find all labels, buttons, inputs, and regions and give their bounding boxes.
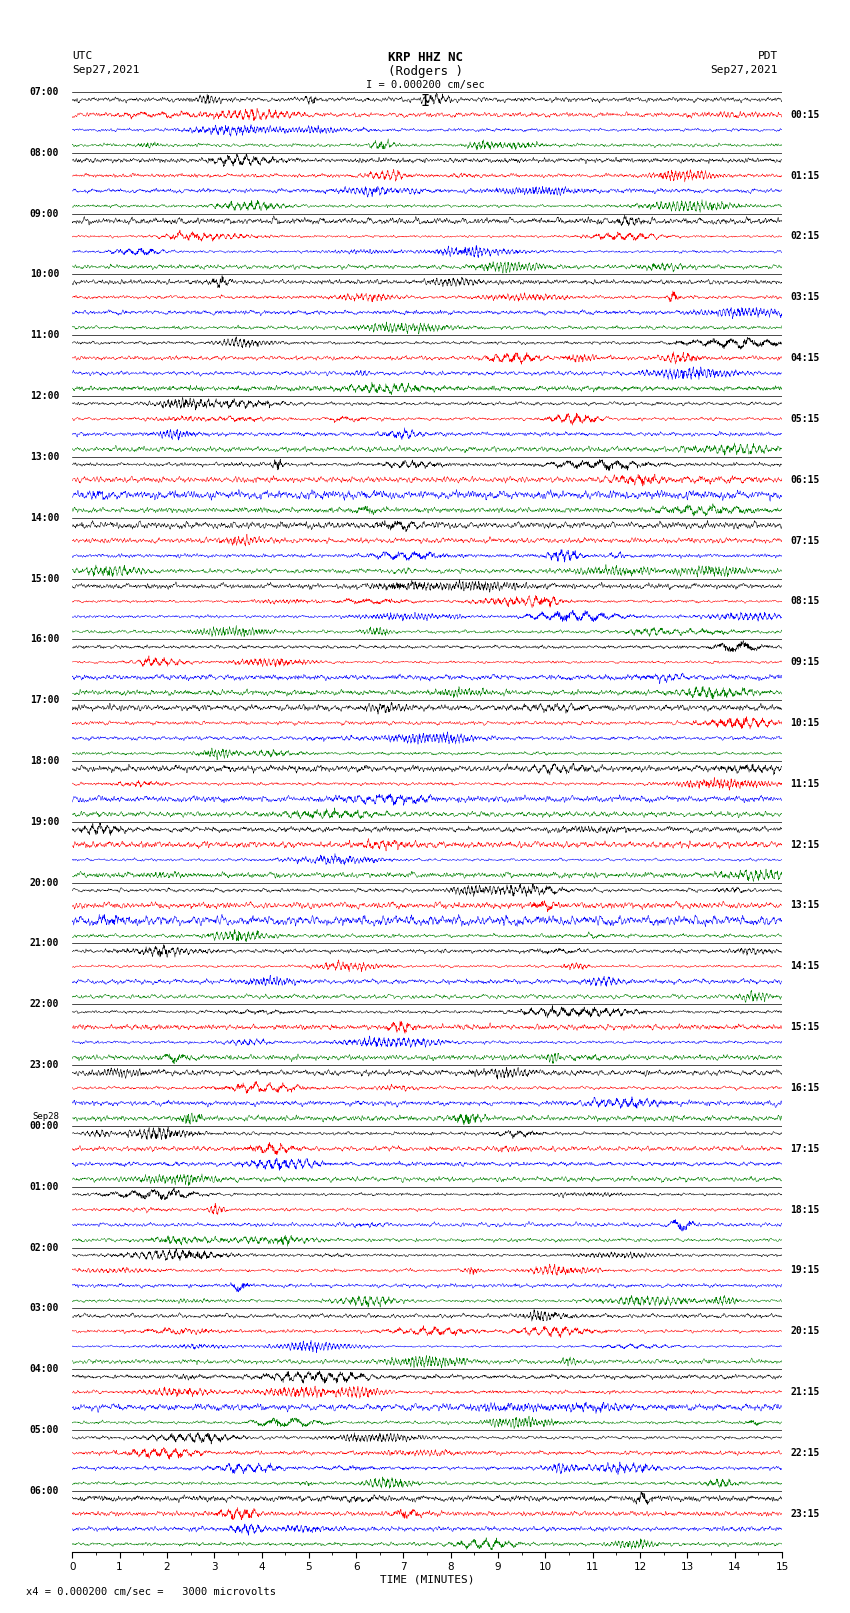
Text: 09:15: 09:15 [790,656,820,668]
Text: 03:00: 03:00 [30,1303,59,1313]
Text: 11:15: 11:15 [790,779,820,789]
Text: 19:00: 19:00 [30,816,59,827]
Text: 21:15: 21:15 [790,1387,820,1397]
Text: KRP HHZ NC: KRP HHZ NC [388,50,462,65]
Text: 01:15: 01:15 [790,171,820,181]
Text: 13:15: 13:15 [790,900,820,910]
Text: 03:15: 03:15 [790,292,820,302]
Text: Sep27,2021: Sep27,2021 [72,65,139,76]
Text: Sep27,2021: Sep27,2021 [711,65,778,76]
Text: (Rodgers ): (Rodgers ) [388,65,462,79]
Text: 08:00: 08:00 [30,148,59,158]
Text: 17:15: 17:15 [790,1144,820,1153]
Text: 19:15: 19:15 [790,1265,820,1276]
Text: 16:00: 16:00 [30,634,59,644]
Text: 15:15: 15:15 [790,1023,820,1032]
Text: UTC: UTC [72,50,93,61]
Text: 07:00: 07:00 [30,87,59,97]
Text: 23:15: 23:15 [790,1508,820,1519]
Text: 02:00: 02:00 [30,1242,59,1253]
Text: 06:15: 06:15 [790,474,820,484]
Text: 17:00: 17:00 [30,695,59,705]
Text: 21:00: 21:00 [30,939,59,948]
Text: 01:00: 01:00 [30,1182,59,1192]
Text: 11:00: 11:00 [30,331,59,340]
Text: 04:00: 04:00 [30,1365,59,1374]
Text: 20:15: 20:15 [790,1326,820,1336]
Text: 00:00: 00:00 [30,1121,59,1131]
Text: 07:15: 07:15 [790,536,820,545]
Text: 12:15: 12:15 [790,840,820,850]
Text: 12:00: 12:00 [30,390,59,402]
Text: 20:00: 20:00 [30,877,59,887]
Text: 10:00: 10:00 [30,269,59,279]
Text: 08:15: 08:15 [790,597,820,606]
Text: 22:15: 22:15 [790,1448,820,1458]
Text: Sep28: Sep28 [32,1113,59,1121]
Text: 02:15: 02:15 [790,231,820,242]
Text: 05:15: 05:15 [790,415,820,424]
Text: 04:15: 04:15 [790,353,820,363]
Text: 16:15: 16:15 [790,1082,820,1094]
X-axis label: TIME (MINUTES): TIME (MINUTES) [380,1574,474,1586]
Text: I = 0.000200 cm/sec: I = 0.000200 cm/sec [366,79,484,90]
Text: 15:00: 15:00 [30,574,59,584]
Text: 14:15: 14:15 [790,961,820,971]
Text: I: I [421,94,429,110]
Text: PDT: PDT [757,50,778,61]
Text: 23:00: 23:00 [30,1060,59,1069]
Text: x4 = 0.000200 cm/sec =   3000 microvolts: x4 = 0.000200 cm/sec = 3000 microvolts [26,1587,275,1597]
Text: 09:00: 09:00 [30,208,59,219]
Text: 18:00: 18:00 [30,756,59,766]
Text: 05:00: 05:00 [30,1424,59,1436]
Text: 18:15: 18:15 [790,1205,820,1215]
Text: 10:15: 10:15 [790,718,820,727]
Text: 06:00: 06:00 [30,1486,59,1495]
Text: 14:00: 14:00 [30,513,59,523]
Text: 22:00: 22:00 [30,1000,59,1010]
Text: 00:15: 00:15 [790,110,820,119]
Text: 13:00: 13:00 [30,452,59,461]
